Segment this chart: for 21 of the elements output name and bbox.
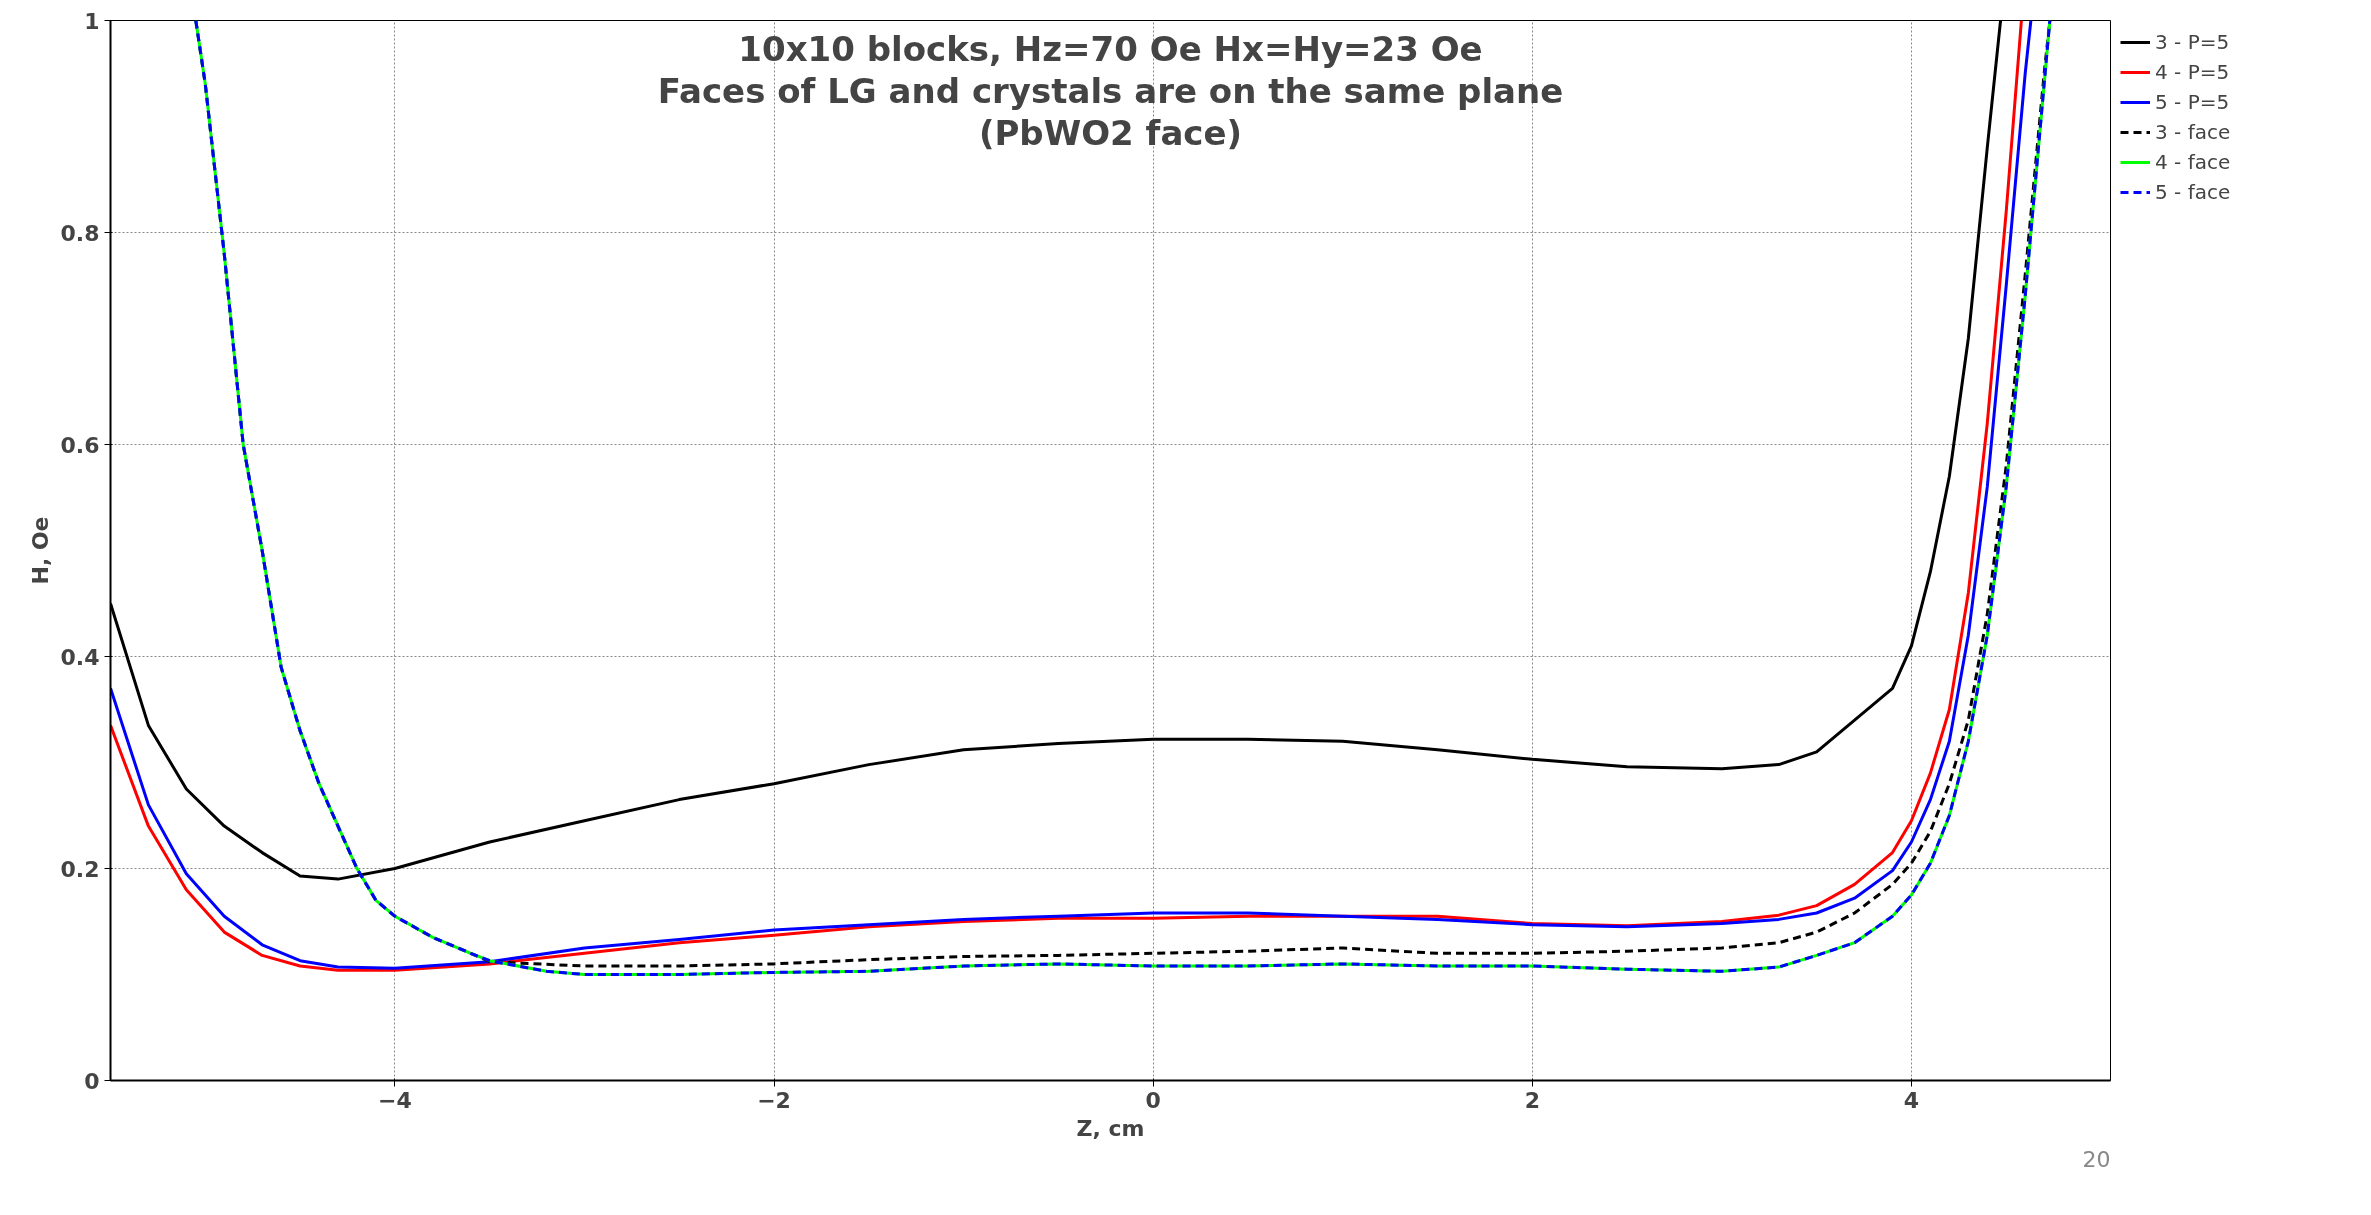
legend-label: 4 - face (2155, 150, 2231, 174)
x-tick-label: 4 (1903, 1087, 1920, 1113)
y-tick-label: 0 (84, 1068, 100, 1094)
x-tick-label: 2 (1524, 1087, 1540, 1113)
legend-label: 3 - P=5 (2155, 30, 2230, 54)
legend-label: 4 - P=5 (2155, 60, 2230, 84)
x-tick-label: 0 (1145, 1087, 1161, 1113)
y-tick-label: 0.4 (60, 644, 100, 670)
x-tick-label: −4 (377, 1087, 412, 1113)
legend-label: 5 - P=5 (2155, 90, 2230, 114)
x-tick-label: −2 (757, 1087, 791, 1113)
legend-label: 5 - face (2155, 180, 2231, 204)
y-tick-label: 0.2 (60, 856, 100, 882)
y-tick-label: 1 (84, 8, 100, 34)
text: 20 (2082, 1146, 2111, 1172)
y-tick-label: 0.8 (60, 220, 100, 246)
legend-label: 3 - face (2155, 120, 2231, 144)
x-axis-title: Z, cm (1076, 1115, 1145, 1141)
y-tick-label: 0.6 (60, 432, 100, 458)
text: 10x10 blocks, Hz=70 Oe Hx=Hy=23 Oe Faces of LG and crystals are on the same plane (PbWO2 face) (657, 28, 1564, 153)
y-axis-title: H, Oe (27, 516, 53, 585)
